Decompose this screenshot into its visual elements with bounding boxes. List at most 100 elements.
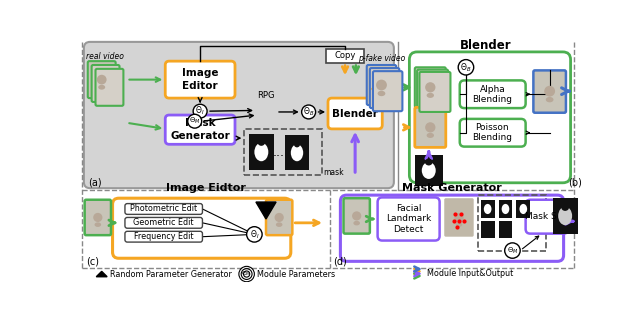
Bar xyxy=(553,198,577,234)
Circle shape xyxy=(97,75,107,84)
FancyBboxPatch shape xyxy=(373,71,403,111)
FancyBboxPatch shape xyxy=(84,42,394,188)
FancyBboxPatch shape xyxy=(370,68,399,108)
Bar xyxy=(477,195,546,250)
Text: (c): (c) xyxy=(86,256,99,266)
Circle shape xyxy=(301,105,316,119)
FancyBboxPatch shape xyxy=(165,115,235,144)
FancyBboxPatch shape xyxy=(125,231,202,242)
FancyBboxPatch shape xyxy=(95,69,124,106)
Circle shape xyxy=(246,227,262,242)
Ellipse shape xyxy=(558,207,572,225)
Text: $\Theta_I$: $\Theta_I$ xyxy=(250,228,259,241)
Ellipse shape xyxy=(257,138,265,146)
Text: (d): (d) xyxy=(333,256,346,266)
Circle shape xyxy=(425,82,435,93)
Text: (b): (b) xyxy=(568,178,582,188)
FancyBboxPatch shape xyxy=(84,200,111,235)
Text: (a): (a) xyxy=(88,178,101,188)
Text: $\Theta_M$: $\Theta_M$ xyxy=(241,269,252,279)
Circle shape xyxy=(188,114,202,128)
Text: $\Theta_M$: $\Theta_M$ xyxy=(507,245,518,256)
Bar xyxy=(285,135,308,171)
Ellipse shape xyxy=(546,97,554,102)
Text: Copy: Copy xyxy=(334,51,356,60)
Bar xyxy=(249,133,274,171)
Text: Module Parameters: Module Parameters xyxy=(257,269,335,279)
Bar xyxy=(481,221,495,238)
FancyBboxPatch shape xyxy=(525,200,568,234)
Bar xyxy=(481,200,495,218)
FancyBboxPatch shape xyxy=(444,198,474,237)
Ellipse shape xyxy=(561,204,569,211)
Ellipse shape xyxy=(378,91,385,96)
FancyBboxPatch shape xyxy=(415,67,446,107)
FancyBboxPatch shape xyxy=(266,200,292,235)
Ellipse shape xyxy=(502,204,509,214)
Ellipse shape xyxy=(427,133,434,138)
Circle shape xyxy=(544,86,555,97)
Text: $\Theta_I$: $\Theta_I$ xyxy=(195,105,205,117)
Polygon shape xyxy=(256,202,276,219)
FancyBboxPatch shape xyxy=(367,65,396,105)
Bar xyxy=(244,129,322,175)
Text: mask: mask xyxy=(323,168,344,177)
Text: $\Theta_B$: $\Theta_B$ xyxy=(303,106,314,118)
Ellipse shape xyxy=(294,141,300,147)
FancyBboxPatch shape xyxy=(125,204,202,214)
Ellipse shape xyxy=(254,143,268,161)
Text: RPG: RPG xyxy=(257,91,275,100)
Ellipse shape xyxy=(353,221,360,225)
Text: Poisson
Blending: Poisson Blending xyxy=(472,123,512,142)
Text: ...: ... xyxy=(273,146,284,158)
FancyBboxPatch shape xyxy=(415,107,446,147)
Text: Alpha
Blending: Alpha Blending xyxy=(472,85,512,104)
Text: Mask Soft: Mask Soft xyxy=(525,212,568,221)
Ellipse shape xyxy=(291,144,303,161)
Text: Facial
Landmark
Detect: Facial Landmark Detect xyxy=(386,204,431,234)
FancyBboxPatch shape xyxy=(328,98,382,129)
Ellipse shape xyxy=(98,85,105,90)
Ellipse shape xyxy=(520,204,527,214)
FancyBboxPatch shape xyxy=(125,217,202,228)
Circle shape xyxy=(93,213,102,222)
Bar xyxy=(516,200,531,218)
FancyBboxPatch shape xyxy=(460,81,525,108)
Text: Image
Editor: Image Editor xyxy=(182,68,218,91)
FancyBboxPatch shape xyxy=(88,61,116,98)
Text: $\Theta_B$: $\Theta_B$ xyxy=(460,61,472,74)
FancyBboxPatch shape xyxy=(533,70,566,113)
Bar xyxy=(499,200,513,218)
Text: $\Theta_M$: $\Theta_M$ xyxy=(189,116,200,126)
FancyBboxPatch shape xyxy=(417,70,448,110)
FancyBboxPatch shape xyxy=(419,72,451,112)
Text: Random Parameter Generator: Random Parameter Generator xyxy=(110,269,232,279)
Ellipse shape xyxy=(427,93,434,98)
FancyBboxPatch shape xyxy=(378,197,440,241)
Text: Blender: Blender xyxy=(460,39,512,52)
Ellipse shape xyxy=(425,158,433,165)
Circle shape xyxy=(376,80,387,90)
Text: Frequency Edit: Frequency Edit xyxy=(134,232,193,241)
Bar xyxy=(415,155,443,186)
Text: Module Input&Output: Module Input&Output xyxy=(428,269,513,278)
Text: real video: real video xyxy=(86,52,124,61)
Bar xyxy=(326,49,364,63)
Ellipse shape xyxy=(422,162,436,179)
Text: Geometric Edit: Geometric Edit xyxy=(134,218,194,227)
Circle shape xyxy=(425,122,435,133)
FancyBboxPatch shape xyxy=(460,119,525,146)
Text: Image Eidtor: Image Eidtor xyxy=(166,183,246,193)
Bar xyxy=(499,221,513,238)
FancyBboxPatch shape xyxy=(165,61,235,98)
Text: Photometric Edit: Photometric Edit xyxy=(130,204,197,213)
Polygon shape xyxy=(96,271,107,277)
Text: p-fake video: p-fake video xyxy=(358,54,405,62)
Ellipse shape xyxy=(484,204,492,214)
Text: Blender: Blender xyxy=(332,108,378,119)
FancyBboxPatch shape xyxy=(344,198,370,234)
Ellipse shape xyxy=(276,222,282,227)
FancyBboxPatch shape xyxy=(92,65,120,102)
Circle shape xyxy=(458,60,474,75)
Text: Mask
Generator: Mask Generator xyxy=(170,119,230,141)
